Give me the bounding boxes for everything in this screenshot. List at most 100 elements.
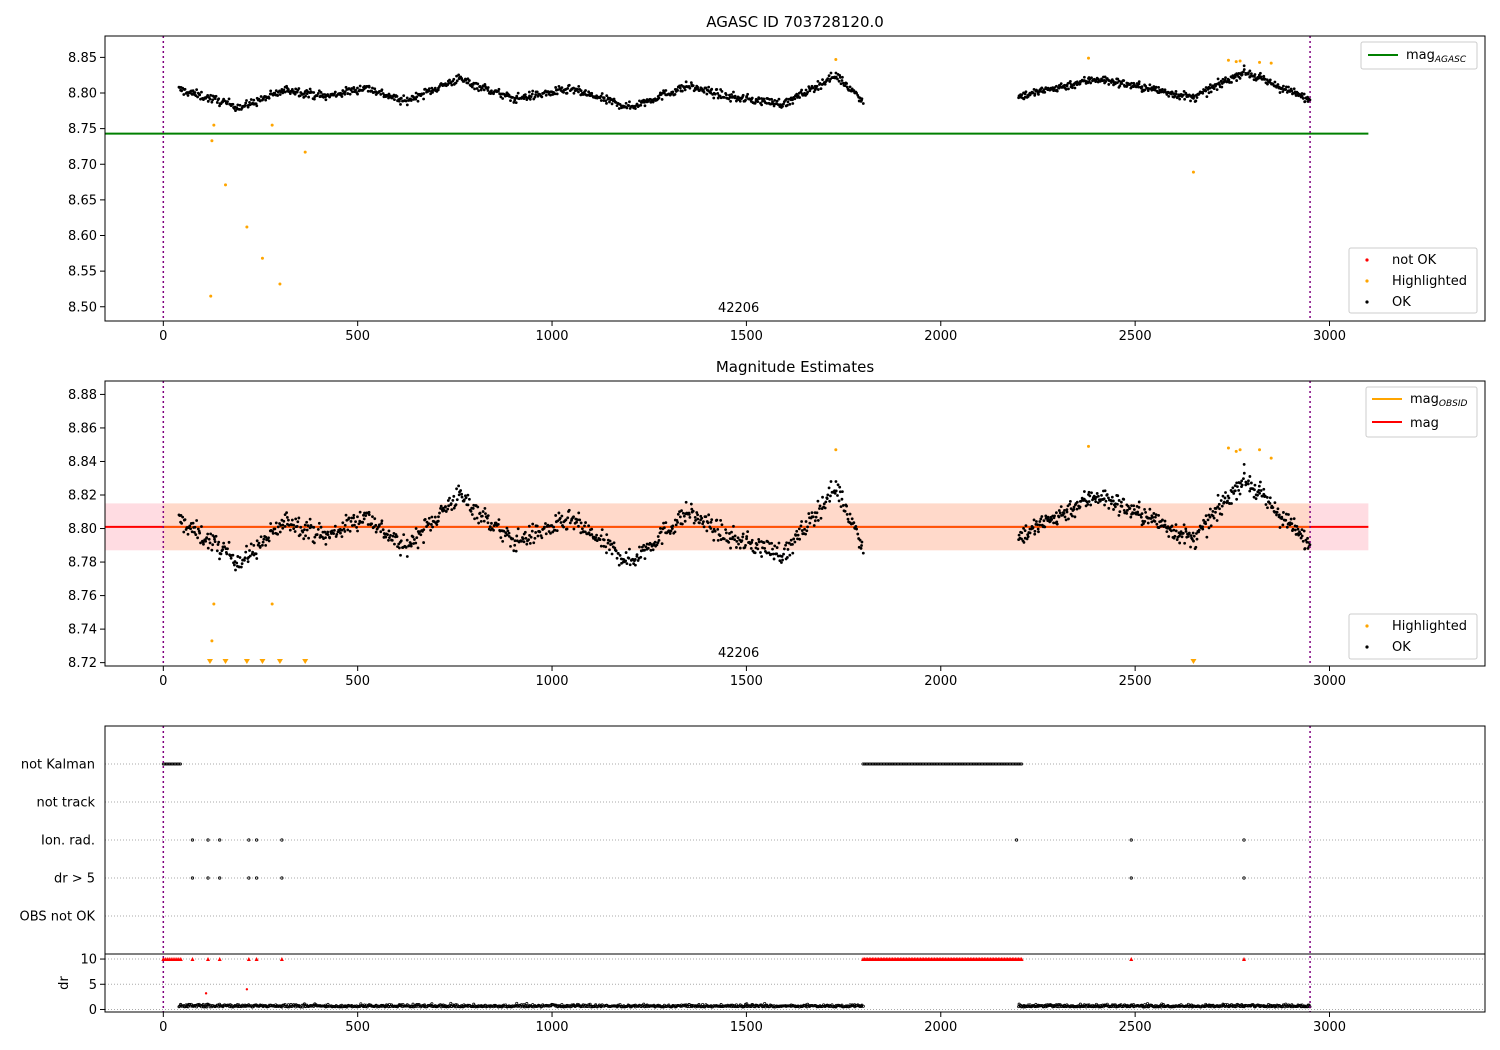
- ok-point: [373, 517, 377, 521]
- ok-point: [531, 522, 535, 526]
- ok-point: [354, 88, 357, 92]
- ok-point: [606, 541, 610, 545]
- highlighted-point: [1238, 59, 1242, 63]
- ok-point: [1178, 541, 1182, 545]
- ok-point: [562, 525, 565, 529]
- ok-point: [730, 530, 733, 534]
- x-tick-label: 2500: [1119, 329, 1152, 344]
- ok-point: [430, 515, 434, 519]
- ok-point: [709, 520, 713, 524]
- ok-point: [702, 90, 706, 94]
- ok-point: [1137, 85, 1140, 89]
- ok-point: [1276, 83, 1280, 86]
- ok-point: [411, 535, 415, 539]
- ok-point: [1292, 517, 1296, 521]
- ok-point: [614, 549, 618, 553]
- ok-point: [195, 88, 199, 91]
- ok-point: [226, 547, 229, 551]
- highlighted-point: [1234, 60, 1238, 64]
- x-tick-label: 1000: [535, 674, 568, 689]
- ok-point: [1308, 98, 1312, 102]
- ok-point: [1140, 85, 1144, 89]
- ok-point: [254, 552, 258, 556]
- flag-marker: [166, 762, 170, 766]
- dr-point: [745, 1002, 749, 1006]
- ok-point: [1290, 522, 1294, 526]
- ok-point: [299, 525, 303, 529]
- flag-marker: [886, 762, 890, 766]
- ok-point: [1064, 87, 1068, 91]
- ok-point: [823, 82, 827, 86]
- ok-point: [394, 533, 398, 536]
- ok-point: [1130, 81, 1133, 85]
- ok-point: [829, 480, 833, 483]
- ok-point: [772, 104, 776, 108]
- ok-point: [1230, 490, 1234, 494]
- flag-marker: [1012, 762, 1016, 766]
- ok-point: [706, 521, 710, 525]
- ok-point: [821, 495, 824, 499]
- dr-point: [763, 1001, 767, 1005]
- ok-point: [540, 95, 544, 99]
- ok-point: [414, 527, 418, 530]
- y-tick-label: 8.78: [68, 556, 97, 571]
- ok-point: [524, 536, 528, 540]
- ok-point: [231, 102, 235, 106]
- ok-point: [333, 524, 337, 528]
- ok-point: [852, 521, 856, 525]
- ok-point: [1067, 517, 1070, 521]
- ok-point: [193, 525, 197, 529]
- ok-point: [828, 499, 832, 503]
- ok-point: [745, 535, 749, 538]
- ok-point: [244, 550, 248, 554]
- ok-point: [386, 533, 389, 537]
- ok-point: [235, 561, 239, 565]
- flag-marker: [998, 762, 1002, 766]
- ok-point: [1253, 483, 1257, 487]
- ok-point: [1031, 91, 1035, 95]
- ok-point: [735, 546, 738, 549]
- ok-point: [1059, 505, 1063, 509]
- ok-point: [1173, 534, 1177, 538]
- ok-point: [353, 523, 356, 527]
- flag-marker: [880, 762, 884, 766]
- highlighted-point: [1269, 456, 1273, 460]
- ok-point: [209, 93, 213, 97]
- ok-point: [1067, 87, 1070, 91]
- flag-marker: [872, 762, 876, 766]
- agasc-magnitude-panel: AGASC ID 703728120.0 8.50 8.55 8.60 8.65 8.7…: [68, 13, 1486, 344]
- ok-point: [446, 507, 450, 511]
- ok-point: [804, 520, 808, 523]
- ok-point: [605, 94, 609, 98]
- ok-point: [577, 84, 581, 88]
- x-tick-label: 3000: [1313, 1020, 1346, 1035]
- ok-point: [1167, 535, 1171, 538]
- ok-point: [248, 554, 252, 558]
- highlighted-point: [1258, 448, 1262, 452]
- ok-point: [828, 80, 832, 83]
- flag-marker: [1006, 762, 1010, 766]
- ok-point: [1248, 489, 1252, 493]
- dr-point: [819, 1005, 823, 1009]
- ok-point: [612, 541, 616, 545]
- ok-point: [521, 537, 525, 541]
- ok-point: [334, 535, 338, 538]
- ok-point: [333, 529, 336, 532]
- ok-point: [624, 559, 628, 563]
- ok-point: [579, 89, 583, 93]
- x-tick-label: 2500: [1119, 674, 1152, 689]
- ok-point: [427, 89, 431, 93]
- ok-point: [1058, 511, 1062, 515]
- ok-point: [1063, 83, 1066, 87]
- ok-point: [264, 98, 268, 102]
- ok-point: [301, 530, 305, 534]
- ok-point: [431, 525, 434, 529]
- ok-point: [324, 542, 328, 546]
- ok-point: [1172, 528, 1176, 532]
- ok-point: [1022, 540, 1026, 544]
- ok-point: [745, 537, 748, 541]
- flag-marker: [939, 762, 943, 766]
- ok-point: [691, 509, 695, 513]
- ok-point: [255, 104, 259, 108]
- ok-point: [414, 541, 418, 545]
